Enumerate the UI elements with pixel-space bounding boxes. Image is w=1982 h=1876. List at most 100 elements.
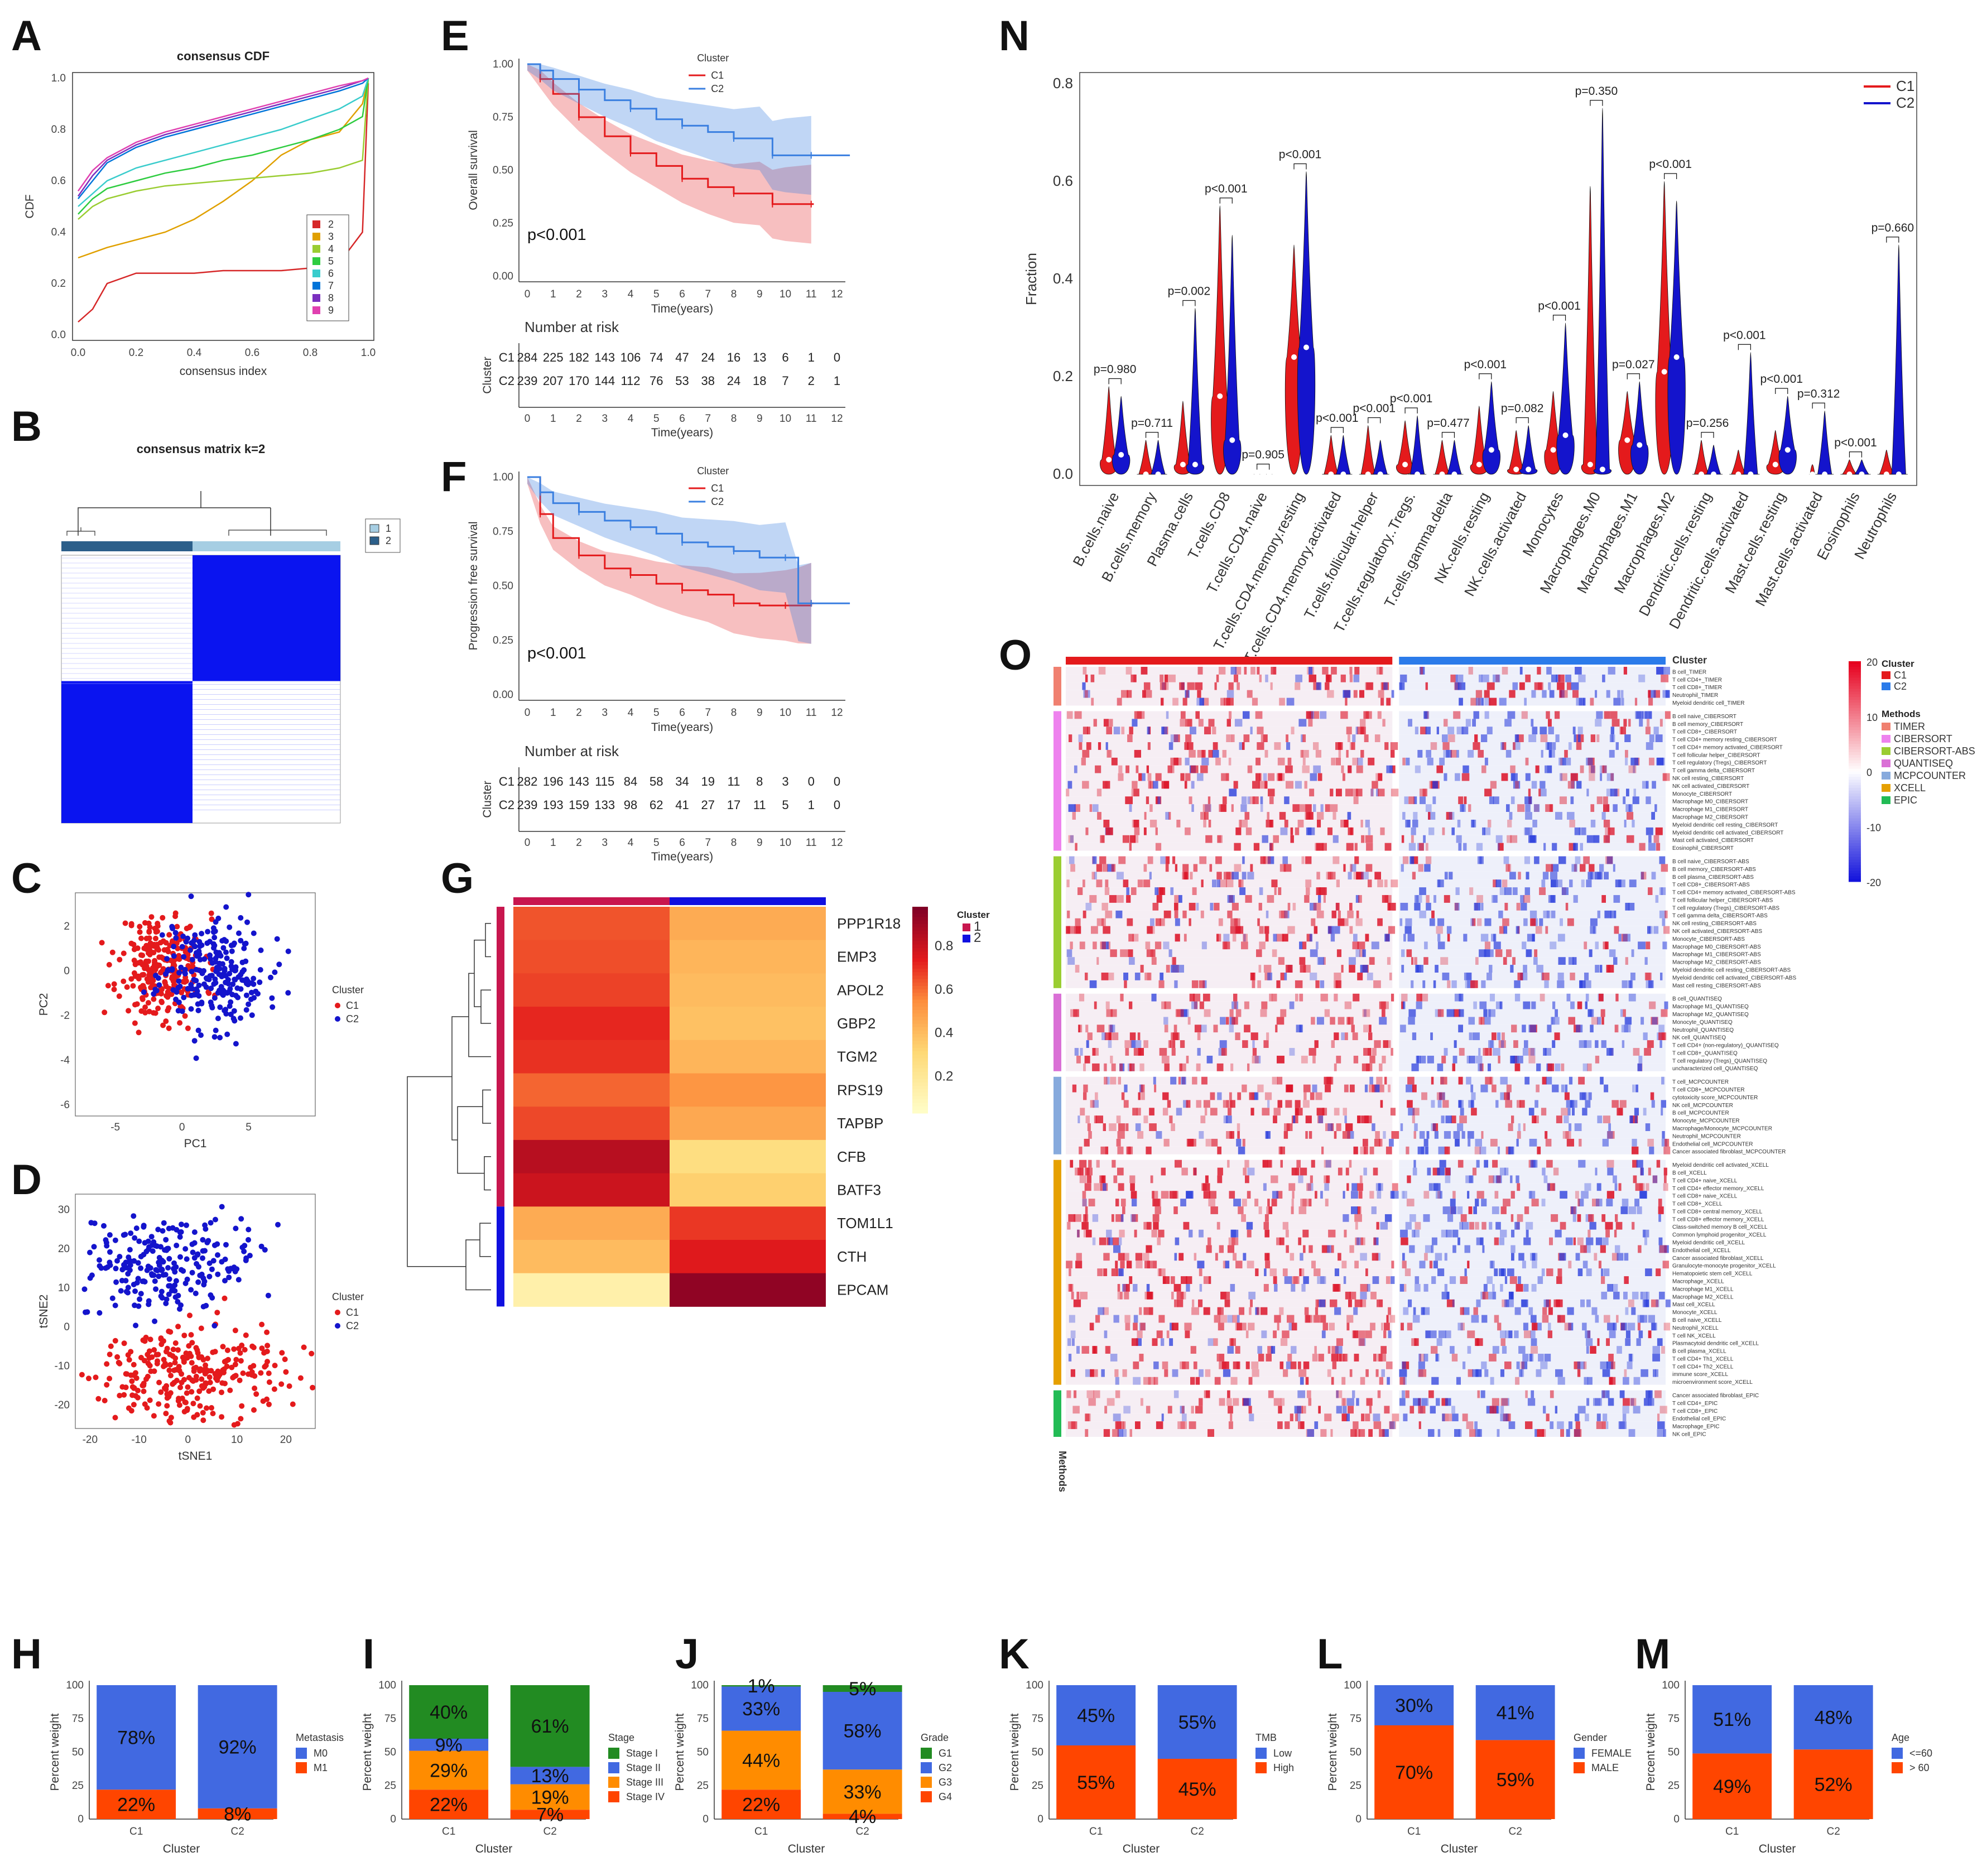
heatmap-cell xyxy=(1565,757,1571,766)
point-c2 xyxy=(138,1291,144,1297)
heatmap-cell xyxy=(1438,1330,1446,1339)
heatmap-cell xyxy=(1142,1253,1149,1261)
heatmap-cell xyxy=(1481,1315,1488,1323)
heatmap-cell xyxy=(1349,1084,1355,1093)
heatmap-cell xyxy=(1476,1338,1483,1346)
heatmap-cell xyxy=(1376,1221,1379,1230)
heatmap-cell xyxy=(1562,1131,1569,1139)
heatmap-cell xyxy=(1485,1076,1492,1085)
heatmap-cell xyxy=(1504,1299,1509,1307)
heatmap-cell xyxy=(1171,765,1175,773)
violin-c1 xyxy=(1137,440,1155,475)
heatmap-cell xyxy=(1412,872,1416,880)
point-c1 xyxy=(135,1388,141,1393)
point-c1 xyxy=(136,960,142,966)
heatmap-cell xyxy=(1574,1123,1582,1131)
row-label: B cell_TIMER xyxy=(1672,669,1706,675)
legend-label-C2: C2 xyxy=(711,83,724,94)
heatmap-cell xyxy=(1365,1330,1372,1339)
heatmap-cell xyxy=(1525,757,1529,766)
panel-letter-n: N xyxy=(999,12,1030,60)
row-label: T cell follicular helper_CIBERSORT xyxy=(1672,752,1760,758)
point-c2 xyxy=(255,990,261,997)
point-c1 xyxy=(266,1401,272,1407)
heatmap-cell xyxy=(1433,895,1436,903)
point-c2 xyxy=(231,1264,237,1271)
heatmap-cell xyxy=(1374,1084,1380,1093)
point-c1 xyxy=(238,1358,244,1364)
point-c2 xyxy=(224,990,230,996)
point-c2 xyxy=(98,1265,104,1271)
heatmap-cell xyxy=(1100,835,1105,843)
heatmap-cell xyxy=(1590,872,1596,880)
x-tick-label: 11 xyxy=(806,288,817,300)
heatmap-cell xyxy=(1450,1206,1456,1214)
point-c1 xyxy=(146,929,152,934)
heatmap-cell xyxy=(1467,1131,1474,1139)
heatmap-cell xyxy=(1586,1299,1591,1307)
color-scale-segment xyxy=(912,1003,928,1007)
heatmap-cell xyxy=(1528,1307,1533,1315)
heatmap-cell xyxy=(1280,973,1285,980)
color-scale-segment xyxy=(912,972,928,976)
legend-title: Cluster xyxy=(697,52,729,64)
color-scale-segment xyxy=(912,1034,928,1038)
heatmap-row-bg xyxy=(1399,1175,1666,1184)
heatmap-cell xyxy=(1254,1199,1259,1207)
heatmap-cell xyxy=(1357,757,1363,766)
heatmap-row-bg xyxy=(1399,1346,1666,1354)
median-point xyxy=(1883,472,1889,477)
heatmap-cell xyxy=(1302,941,1307,950)
heatmap-cell xyxy=(1375,1183,1383,1191)
point-c2 xyxy=(173,935,179,941)
heatmap-cell xyxy=(1244,667,1247,675)
heatmap-row-bg xyxy=(1399,1330,1666,1339)
heatmap-cell xyxy=(1324,1160,1332,1168)
heatmap-cell xyxy=(1438,1146,1445,1155)
heatmap-cell xyxy=(1492,895,1498,903)
point-c2 xyxy=(222,1278,228,1284)
heatmap-cell xyxy=(1661,1009,1668,1017)
point-c1 xyxy=(206,990,212,996)
heatmap-cell xyxy=(1111,757,1118,766)
heatmap-cell xyxy=(1537,1322,1542,1331)
heatmap-cell xyxy=(1606,856,1613,864)
heatmap-cell xyxy=(1488,1291,1496,1300)
heatmap-cell xyxy=(1421,1092,1427,1100)
heatmap-cell xyxy=(1655,734,1663,743)
heatmap-cell xyxy=(1559,773,1562,781)
significance-bracket xyxy=(1627,373,1640,379)
heatmap-cell xyxy=(1565,674,1571,682)
median-point xyxy=(1451,472,1457,477)
heatmap-cell xyxy=(1462,1221,1469,1230)
point-c1 xyxy=(124,1371,130,1377)
heatmap-cell xyxy=(1357,1115,1362,1124)
point-c2 xyxy=(262,1247,268,1253)
point-c2 xyxy=(112,1302,118,1309)
point-c1 xyxy=(188,1332,194,1338)
heatmap-cell xyxy=(1370,788,1373,797)
legend-swatch-7 xyxy=(312,282,320,290)
heatmap-cell xyxy=(1075,843,1077,851)
heatmap-cell xyxy=(1316,843,1324,851)
heatmap-cell xyxy=(1156,1131,1162,1139)
heatmap-cell xyxy=(1104,1330,1108,1339)
heatmap-cell xyxy=(1342,1131,1350,1139)
heatmap-cell xyxy=(1371,1206,1377,1214)
heatmap-cell xyxy=(1105,910,1113,918)
heatmap-cell xyxy=(1371,941,1379,950)
legend-swatch xyxy=(608,1791,619,1802)
point-c2 xyxy=(206,1273,213,1279)
point-c2 xyxy=(193,1055,199,1061)
risk-x-tick-label: 5 xyxy=(653,837,660,849)
heatmap-cell xyxy=(1351,1191,1358,1199)
heatmap-cell xyxy=(1416,1055,1421,1064)
heatmap-cell xyxy=(1639,1315,1648,1323)
heatmap-cell xyxy=(1470,918,1474,926)
heatmap-cell xyxy=(1468,1138,1471,1147)
heatmap-cell xyxy=(1460,1276,1468,1284)
heatmap-cell xyxy=(1141,667,1148,675)
heatmap-cell xyxy=(1458,1076,1463,1085)
heatmap-cell xyxy=(1229,788,1237,797)
heatmap-cell xyxy=(1625,757,1628,766)
